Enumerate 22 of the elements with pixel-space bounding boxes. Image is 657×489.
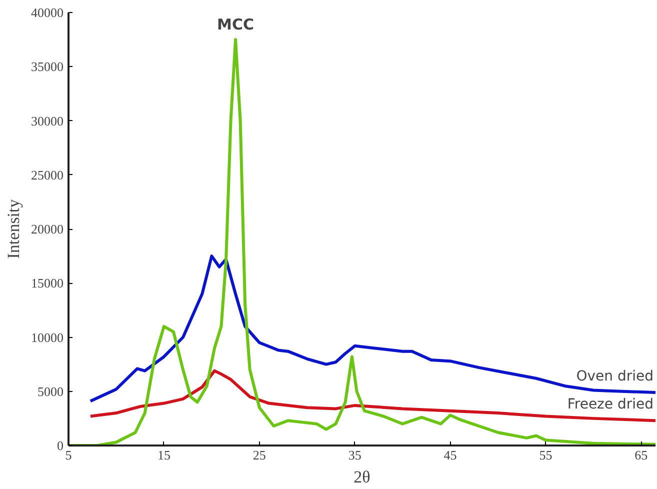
x-tick-label: 25 <box>252 448 266 462</box>
x-axis-title: 2θ <box>354 468 370 486</box>
y-tick-label: 20000 <box>31 222 64 236</box>
y-tick-label: 0 <box>57 438 64 453</box>
y-tick-label: 5000 <box>38 384 64 399</box>
y-tick-label: 30000 <box>31 113 64 128</box>
x-tick-label: 5 <box>65 448 72 462</box>
x-tick-label: 55 <box>539 448 552 462</box>
y-tick-label: 40000 <box>31 5 64 20</box>
y-tick-label: 15000 <box>31 276 64 291</box>
y-tick-label: 25000 <box>31 167 64 182</box>
y-axis-title: Intensity <box>4 198 23 259</box>
x-tick-label: 35 <box>348 448 362 462</box>
line-series <box>88 369 656 422</box>
series-label: Oven dried <box>576 368 654 384</box>
series-label: Freeze dried <box>567 396 654 413</box>
y-tick-label: 10000 <box>31 330 64 345</box>
series-label: MCC <box>217 16 254 34</box>
x-tick-label: 45 <box>444 448 457 462</box>
x-tick-label: 65 <box>634 448 648 462</box>
x-tick-label: 15 <box>157 448 170 462</box>
y-tick-label: 35000 <box>31 59 64 74</box>
